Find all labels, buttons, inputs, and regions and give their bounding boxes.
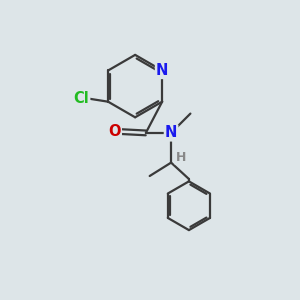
Text: H: H	[176, 151, 186, 164]
Text: O: O	[108, 124, 121, 139]
Text: N: N	[156, 63, 168, 78]
Text: Cl: Cl	[74, 91, 89, 106]
Text: N: N	[165, 125, 177, 140]
